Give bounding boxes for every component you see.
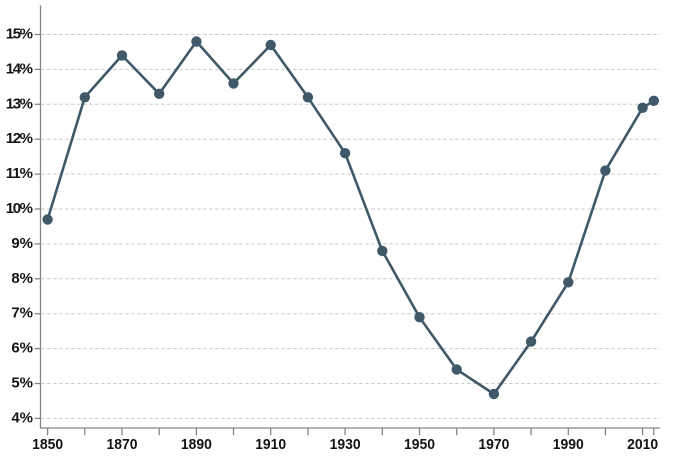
svg-text:5%: 5% xyxy=(11,375,33,392)
svg-text:1950: 1950 xyxy=(404,436,435,453)
svg-text:11%: 11% xyxy=(6,165,33,182)
svg-text:1990: 1990 xyxy=(553,436,584,453)
svg-text:15%: 15% xyxy=(6,26,33,43)
svg-text:12%: 12% xyxy=(6,130,33,147)
svg-text:1890: 1890 xyxy=(181,436,212,453)
svg-text:9%: 9% xyxy=(11,235,33,252)
svg-text:13%: 13% xyxy=(6,95,33,112)
svg-text:10%: 10% xyxy=(6,200,33,217)
svg-text:14%: 14% xyxy=(6,60,33,77)
svg-text:4%: 4% xyxy=(11,409,33,426)
svg-text:1970: 1970 xyxy=(478,436,509,453)
svg-text:1850: 1850 xyxy=(32,436,63,453)
svg-text:1870: 1870 xyxy=(107,436,138,453)
svg-text:1910: 1910 xyxy=(255,436,286,453)
svg-text:8%: 8% xyxy=(11,270,33,287)
svg-text:6%: 6% xyxy=(11,340,33,357)
svg-text:1930: 1930 xyxy=(330,436,361,453)
svg-text:2010: 2010 xyxy=(627,436,658,453)
svg-text:7%: 7% xyxy=(11,305,33,322)
